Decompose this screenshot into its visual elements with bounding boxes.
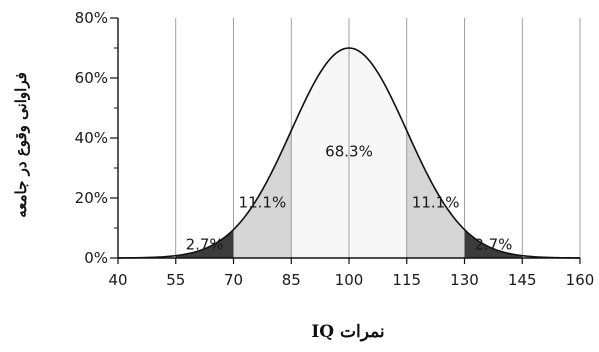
y-tick-label: 0% — [84, 249, 108, 267]
x-tick-label: 55 — [166, 271, 185, 289]
distribution-curve — [117, 47, 581, 259]
x-tick-label: 145 — [508, 271, 537, 289]
band-labels: 2.7% 11.1% 68.3% 11.1% 2.7% — [186, 143, 513, 254]
x-tick-label: 160 — [566, 271, 595, 289]
band-label-5: 2.7% — [474, 236, 512, 254]
x-tick-label: 40 — [108, 271, 127, 289]
y-axis-label: فراوانی وقوع در جامعه — [12, 72, 30, 218]
x-tick-label: 85 — [282, 271, 301, 289]
chart-axes — [110, 17, 581, 264]
y-tick-label: 60% — [75, 69, 108, 87]
x-tick-label: 100 — [335, 271, 364, 289]
tick-labels: 0% 20% 40% 60% 80% 40 55 70 85 100 115 130 145 160 — [75, 9, 595, 289]
chart-gridlines — [117, 18, 581, 258]
x-tick-label: 115 — [392, 271, 421, 289]
y-tick-label: 20% — [75, 189, 108, 207]
band-label-3: 68.3% — [325, 143, 373, 161]
x-tick-label: 70 — [224, 271, 243, 289]
x-axis-label: نمرات IQ — [311, 322, 384, 342]
band-label-2: 11.1% — [239, 194, 287, 212]
x-tick-label: 130 — [450, 271, 479, 289]
band-1 — [175, 229, 234, 258]
band-label-1: 2.7% — [186, 236, 224, 254]
band-label-4: 11.1% — [412, 194, 460, 212]
y-tick-label: 40% — [75, 129, 108, 147]
band-5 — [464, 229, 523, 258]
y-tick-label: 80% — [75, 9, 108, 27]
